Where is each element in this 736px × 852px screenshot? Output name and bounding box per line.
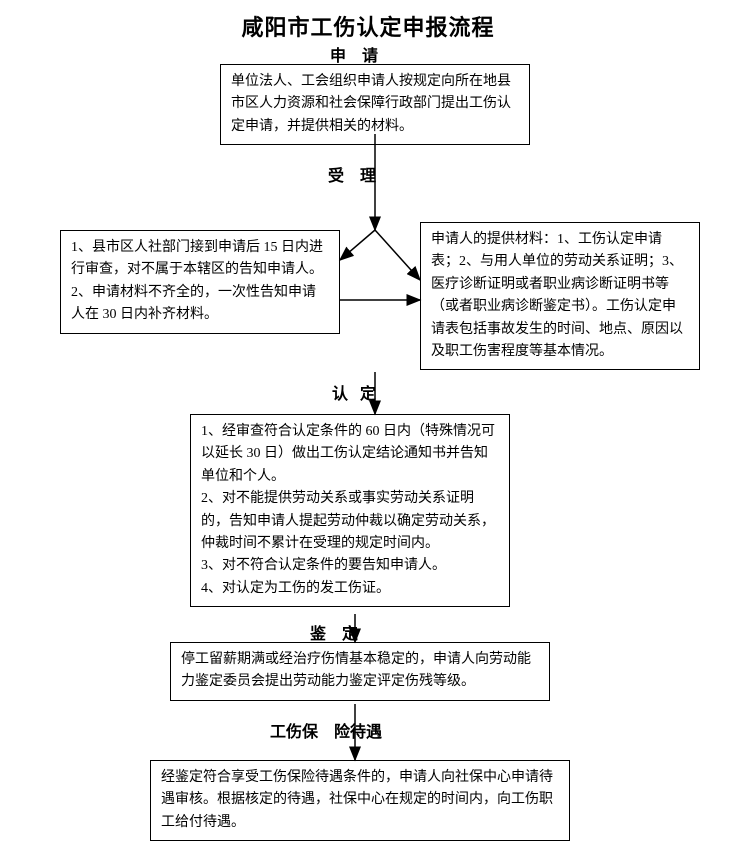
stage-apply-label: 申 请 <box>330 42 378 66</box>
stage-accept-label: 受 理 <box>328 162 376 186</box>
determine-text-2: 2、对不能提供劳动关系或事实劳动关系证明的，告知申请人提起劳动仲裁以确定劳动关系… <box>201 488 499 555</box>
page-title: 咸阳市工伤认定申报流程 <box>0 0 736 42</box>
appraise-text: 停工留薪期满或经治疗伤情基本稳定的，申请人向劳动能力鉴定委员会提出劳动能力鉴定评… <box>181 652 531 689</box>
determine-text-1: 1、经审查符合认定条件的 60 日内（特殊情况可以延长 30 日）做出工伤认定结… <box>201 421 499 488</box>
apply-box: 单位法人、工会组织申请人按规定向所在地县市区人力资源和社会保障行政部门提出工伤认… <box>220 64 530 145</box>
apply-text: 单位法人、工会组织申请人按规定向所在地县市区人力资源和社会保障行政部门提出工伤认… <box>231 74 511 134</box>
insurance-text: 经鉴定符合享受工伤保险待遇条件的，申请人向社保中心申请待遇审核。根据核定的待遇，… <box>161 770 553 830</box>
accept-right-box: 申请人的提供材料：1、工伤认定申请表；2、与用人单位的劳动关系证明；3、医疗诊断… <box>420 222 700 370</box>
determine-text-4: 4、对认定为工伤的发工伤证。 <box>201 578 499 600</box>
stage-appraise-label: 鉴 定 <box>310 620 358 644</box>
accept-right-text: 申请人的提供材料：1、工伤认定申请表；2、与用人单位的劳动关系证明；3、医疗诊断… <box>431 232 683 359</box>
arrow-a3 <box>375 230 420 280</box>
accept-left-text-1: 1、县市区人社部门接到申请后 15 日内进行审查，对不属于本辖区的告知申请人。 <box>71 237 329 282</box>
accept-left-text-2: 2、申请材料不齐全的，一次性告知申请人在 30 日内补齐材料。 <box>71 282 329 327</box>
appraise-box: 停工留薪期满或经治疗伤情基本稳定的，申请人向劳动能力鉴定委员会提出劳动能力鉴定评… <box>170 642 550 701</box>
accept-left-box: 1、县市区人社部门接到申请后 15 日内进行审查，对不属于本辖区的告知申请人。 … <box>60 230 340 334</box>
determine-box: 1、经审查符合认定条件的 60 日内（特殊情况可以延长 30 日）做出工伤认定结… <box>190 414 510 607</box>
stage-insurance-label: 工伤保 险待遇 <box>270 718 382 742</box>
determine-text-3: 3、对不符合认定条件的要告知申请人。 <box>201 555 499 577</box>
stage-determine-label: 认 定 <box>332 380 376 404</box>
arrow-a2 <box>340 230 375 260</box>
insurance-box: 经鉴定符合享受工伤保险待遇条件的，申请人向社保中心申请待遇审核。根据核定的待遇，… <box>150 760 570 841</box>
